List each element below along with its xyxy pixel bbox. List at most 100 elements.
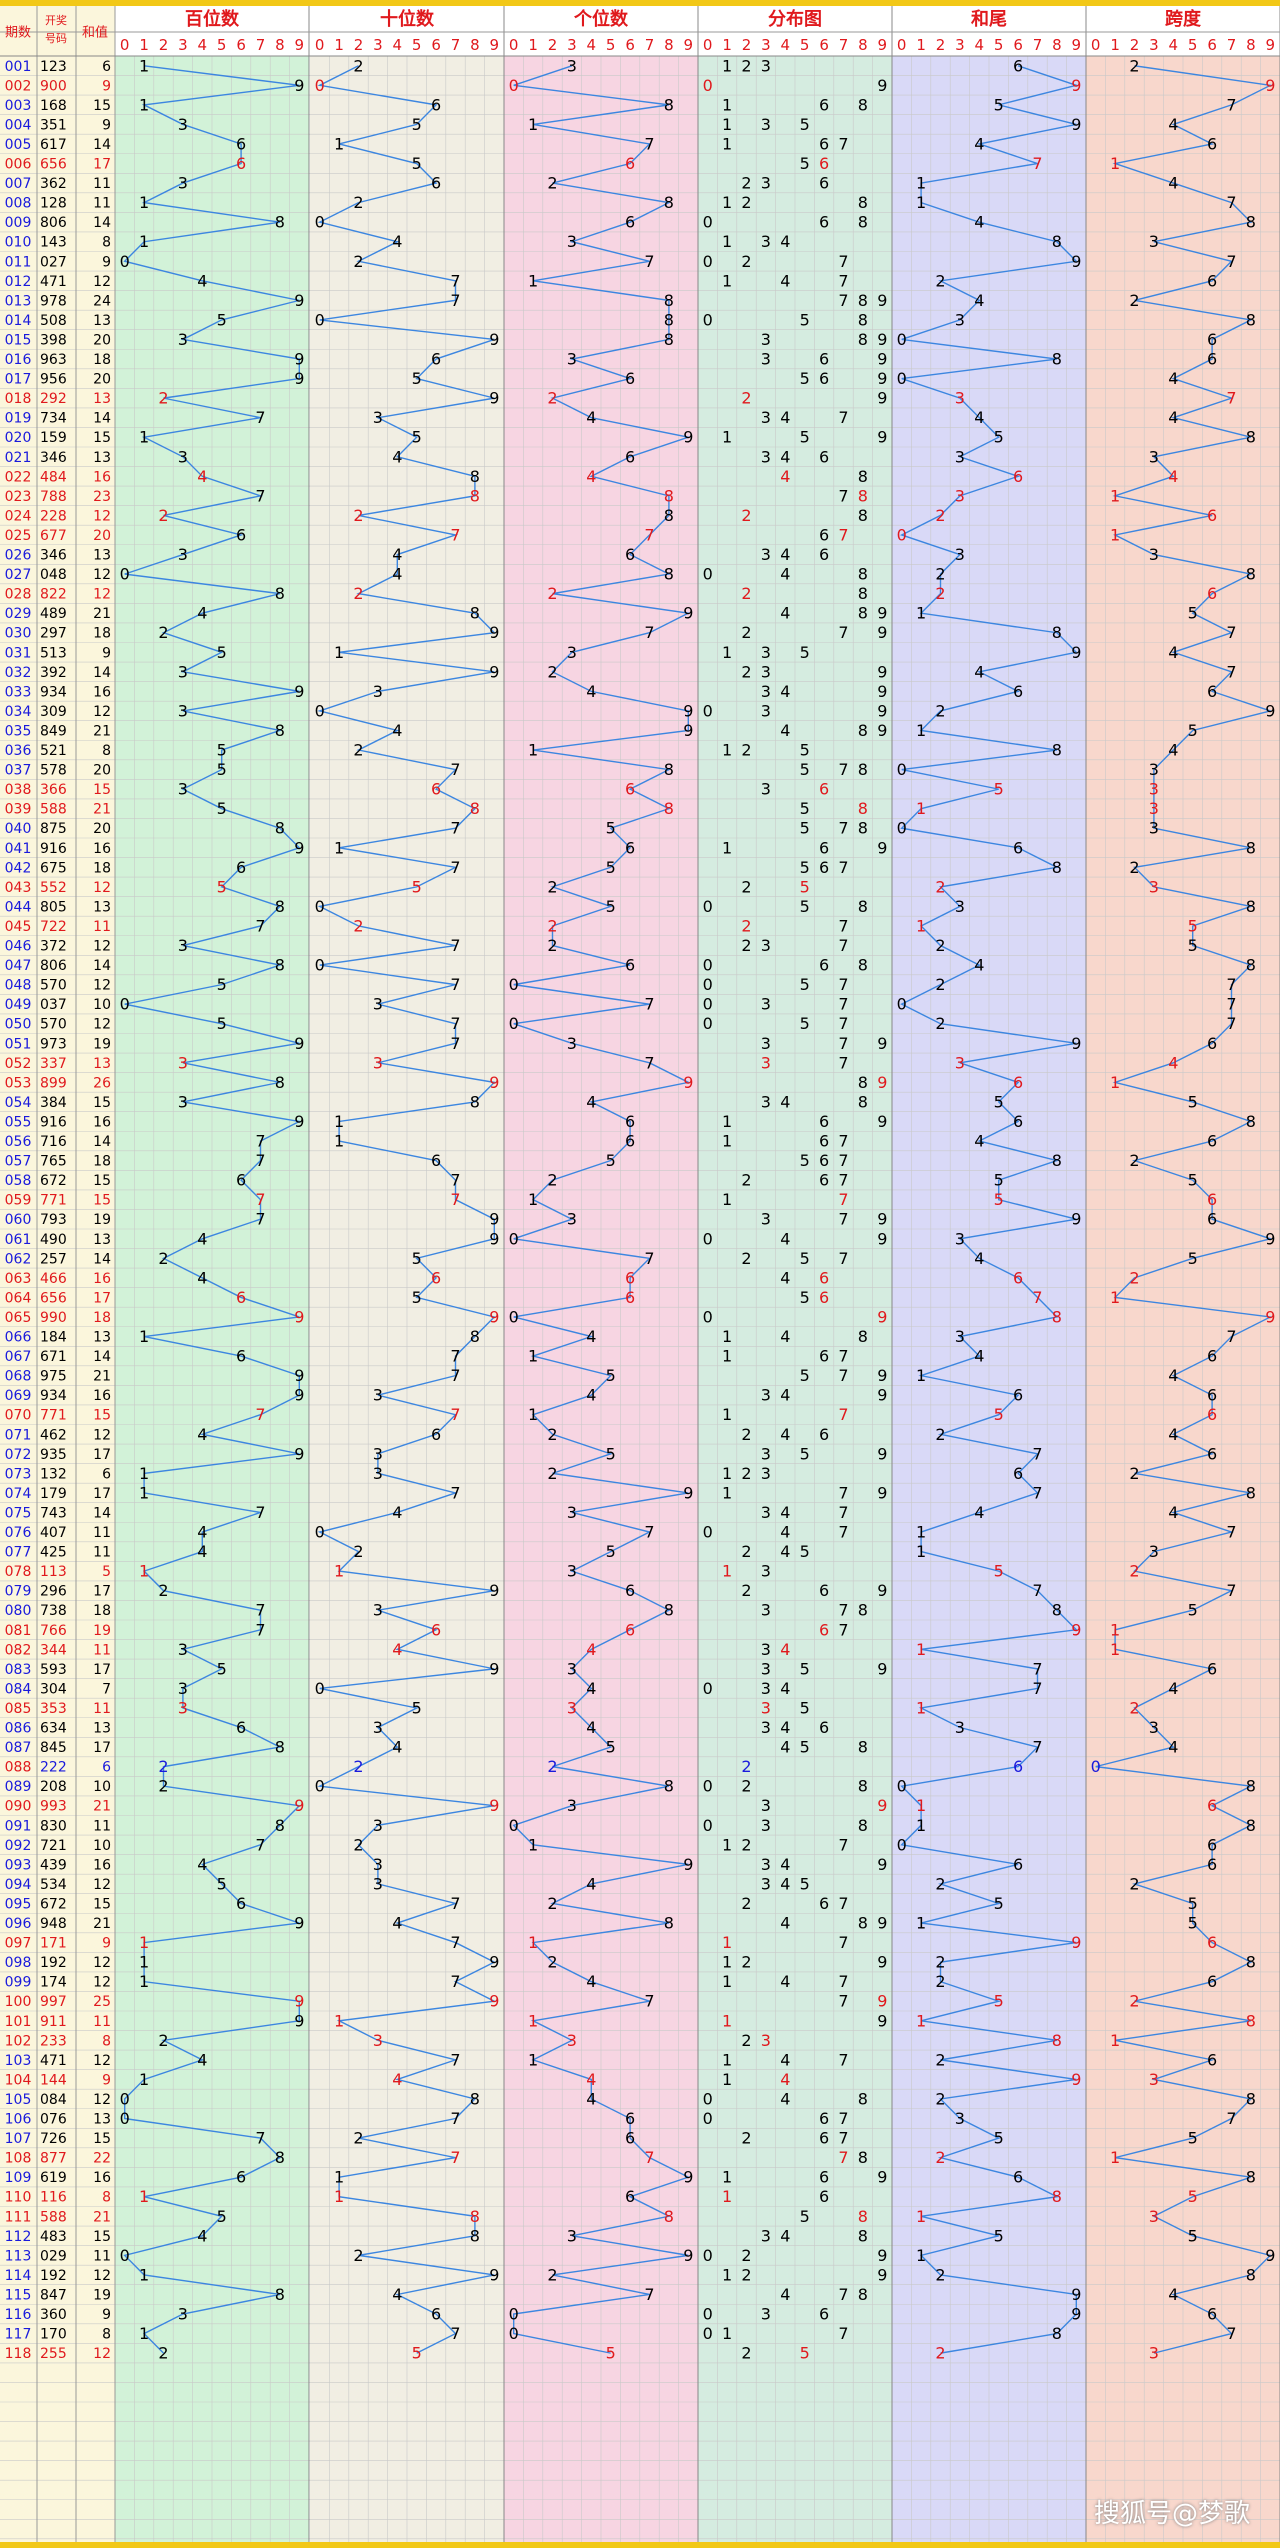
hundreds-mark: 3 — [178, 701, 188, 720]
distribution-mark: 6 — [819, 1288, 829, 1307]
hundreds-title: 百位数 — [185, 8, 240, 30]
digit-header: 7 — [645, 36, 655, 54]
hundreds-mark: 9 — [294, 369, 304, 388]
distribution-mark: 5 — [800, 741, 810, 760]
span-mark: 6 — [1207, 584, 1217, 603]
draw-number-cell: 830 — [40, 1818, 67, 1834]
period-cell: 084 — [5, 1681, 32, 1697]
tens-mark: 7 — [450, 2109, 460, 2128]
sum-cell: 11 — [93, 2248, 111, 2264]
sum-tail-mark: 8 — [1052, 741, 1062, 760]
distribution-mark: 6 — [819, 1347, 829, 1366]
units-mark: 9 — [683, 701, 693, 720]
sum-cell: 9 — [102, 645, 111, 661]
period-cell: 107 — [5, 2131, 32, 2147]
span-mark: 1 — [1110, 1073, 1120, 1092]
span-mark: 3 — [1149, 545, 1159, 564]
span-mark: 8 — [1246, 565, 1256, 584]
draw-number-cell: 672 — [40, 1173, 67, 1189]
digit-header: 3 — [761, 36, 771, 54]
units-mark: 4 — [586, 1640, 596, 1659]
sum-cell: 12 — [93, 939, 111, 955]
hundreds-mark: 5 — [217, 760, 227, 779]
distribution-mark: 7 — [838, 819, 848, 838]
units-mark: 5 — [606, 1542, 616, 1561]
hundreds-mark: 8 — [275, 721, 285, 740]
units-mark: 0 — [509, 1229, 519, 1248]
tens-mark: 0 — [315, 956, 325, 975]
span-mark: 9 — [1265, 1229, 1275, 1248]
distribution-mark: 4 — [780, 1523, 790, 1542]
units-mark: 8 — [664, 1914, 674, 1933]
distribution-mark: 6 — [819, 350, 829, 369]
distribution-mark: 9 — [877, 1483, 887, 1502]
sum-cell: 11 — [93, 1701, 111, 1717]
draw-number-cell: 521 — [40, 743, 67, 759]
hundreds-mark: 2 — [158, 1777, 168, 1796]
sum-tail-mark: 3 — [955, 1229, 965, 1248]
distribution-mark: 7 — [838, 2285, 848, 2304]
draw-number-cell: 029 — [40, 2248, 67, 2264]
period-cell: 069 — [5, 1388, 32, 1404]
units-mark: 5 — [606, 1366, 616, 1385]
tens-mark: 5 — [412, 1698, 422, 1717]
distribution-mark: 9 — [877, 1307, 887, 1326]
draw-number-cell: 048 — [40, 567, 67, 583]
draw-number-cell: 948 — [40, 1916, 67, 1932]
distribution-mark: 7 — [838, 2129, 848, 2148]
distribution-mark: 6 — [819, 2109, 829, 2128]
distribution-mark: 7 — [838, 1034, 848, 1053]
period-cell: 044 — [5, 899, 32, 915]
digit-header: 0 — [703, 36, 713, 54]
sum-tail-mark: 7 — [1032, 1679, 1042, 1698]
tens-mark: 3 — [373, 1601, 383, 1620]
units-mark: 1 — [528, 115, 538, 134]
tens-mark: 0 — [315, 1523, 325, 1542]
hundreds-trend-line — [123, 65, 302, 2354]
tens-mark: 9 — [489, 389, 499, 408]
distribution-mark: 3 — [761, 1562, 771, 1581]
units-mark: 2 — [547, 916, 557, 935]
sum-cell: 25 — [93, 1994, 111, 2010]
units-mark: 5 — [606, 1444, 616, 1463]
span-mark: 3 — [1149, 2344, 1159, 2363]
span-mark: 4 — [1168, 369, 1178, 388]
tens-mark: 4 — [392, 721, 402, 740]
sum-cell: 16 — [93, 1857, 111, 1873]
hundreds-mark: 8 — [275, 2148, 285, 2167]
period-cell: 055 — [5, 1114, 32, 1130]
hundreds-mark: 6 — [236, 1894, 246, 1913]
span-mark: 7 — [1226, 1581, 1236, 1600]
distribution-mark: 3 — [761, 1034, 771, 1053]
sum-tail-mark: 7 — [1032, 1444, 1042, 1463]
period-cell: 065 — [5, 1310, 32, 1326]
sum-tail-mark: 1 — [916, 1542, 926, 1561]
sum-tail-mark: 9 — [1071, 252, 1081, 271]
sum-cell: 12 — [93, 2268, 111, 2284]
sum-cell: 12 — [93, 2053, 111, 2069]
distribution-mark: 1 — [722, 271, 732, 290]
distribution-mark: 3 — [761, 2226, 771, 2245]
tens-mark: 1 — [334, 838, 344, 857]
tens-mark: 7 — [450, 1933, 460, 1952]
digit-header: 3 — [1149, 36, 1159, 54]
distribution-mark: 9 — [877, 662, 887, 681]
distribution-mark: 3 — [761, 1464, 771, 1483]
distribution-mark: 9 — [877, 1914, 887, 1933]
distribution-mark: 3 — [761, 1659, 771, 1678]
hundreds-mark: 6 — [236, 525, 246, 544]
hundreds-mark: 5 — [217, 1659, 227, 1678]
hundreds-mark: 2 — [158, 1581, 168, 1600]
distribution-mark: 8 — [858, 721, 868, 740]
period-cell: 060 — [5, 1212, 32, 1228]
units-mark: 2 — [547, 662, 557, 681]
hundreds-mark: 5 — [217, 1014, 227, 1033]
distribution-mark: 4 — [780, 545, 790, 564]
sum-tail-mark: 4 — [974, 1347, 984, 1366]
sum-cell: 15 — [93, 2229, 111, 2245]
draw-number-cell: 997 — [40, 1994, 67, 2010]
units-mark: 2 — [547, 389, 557, 408]
units-mark: 7 — [644, 525, 654, 544]
units-mark: 8 — [664, 330, 674, 349]
sum-tail-mark: 8 — [1052, 1307, 1062, 1326]
